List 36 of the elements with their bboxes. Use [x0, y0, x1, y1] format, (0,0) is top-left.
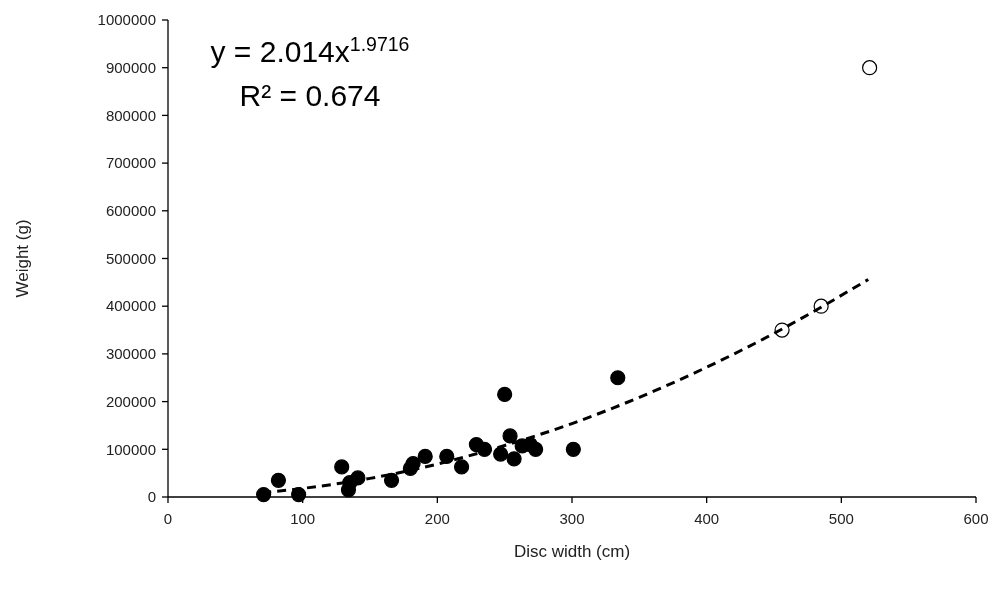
y-tick-label: 100000: [105, 440, 156, 458]
point: [493, 446, 509, 462]
point: [528, 441, 544, 457]
x-tick-label: 300: [559, 510, 585, 527]
point: [565, 441, 581, 457]
point: [417, 448, 433, 465]
point: [453, 459, 470, 475]
x-tick-label: 600: [963, 510, 989, 527]
point: [439, 448, 455, 465]
x-axis-title: Disc width (cm): [513, 542, 631, 561]
x-tick-label: 500: [828, 510, 854, 527]
y-axis-title: Weight (g): [13, 219, 32, 298]
point: [502, 428, 518, 444]
annotation: y = 2.014x$^{1.9716}$: [210, 33, 410, 68]
point: [862, 60, 878, 76]
y-tick-label: 500000: [105, 249, 156, 267]
x-tick-label: 0: [163, 510, 173, 527]
y-tick-label: 900000: [105, 58, 156, 76]
y-tick-label: 700000: [105, 154, 156, 172]
x-tick-label: 200: [424, 510, 450, 527]
point: [270, 472, 287, 488]
annotation: R² = 0.674: [239, 79, 381, 112]
x-tick-label: 100: [290, 510, 316, 527]
point: [334, 459, 350, 475]
point: [497, 386, 513, 403]
x-tick-label: 400: [694, 510, 720, 527]
y-tick-label: 1000000: [97, 11, 156, 29]
point: [506, 451, 522, 467]
y-tick-label: 400000: [105, 297, 156, 315]
y-tick-label: 600000: [105, 202, 156, 220]
y-tick-label: 300000: [105, 345, 156, 363]
point: [383, 472, 400, 488]
y-tick-label: 800000: [105, 106, 156, 124]
y-tick-label: 0: [147, 488, 156, 506]
point: [610, 370, 626, 386]
y-tick-label: 200000: [105, 392, 156, 410]
